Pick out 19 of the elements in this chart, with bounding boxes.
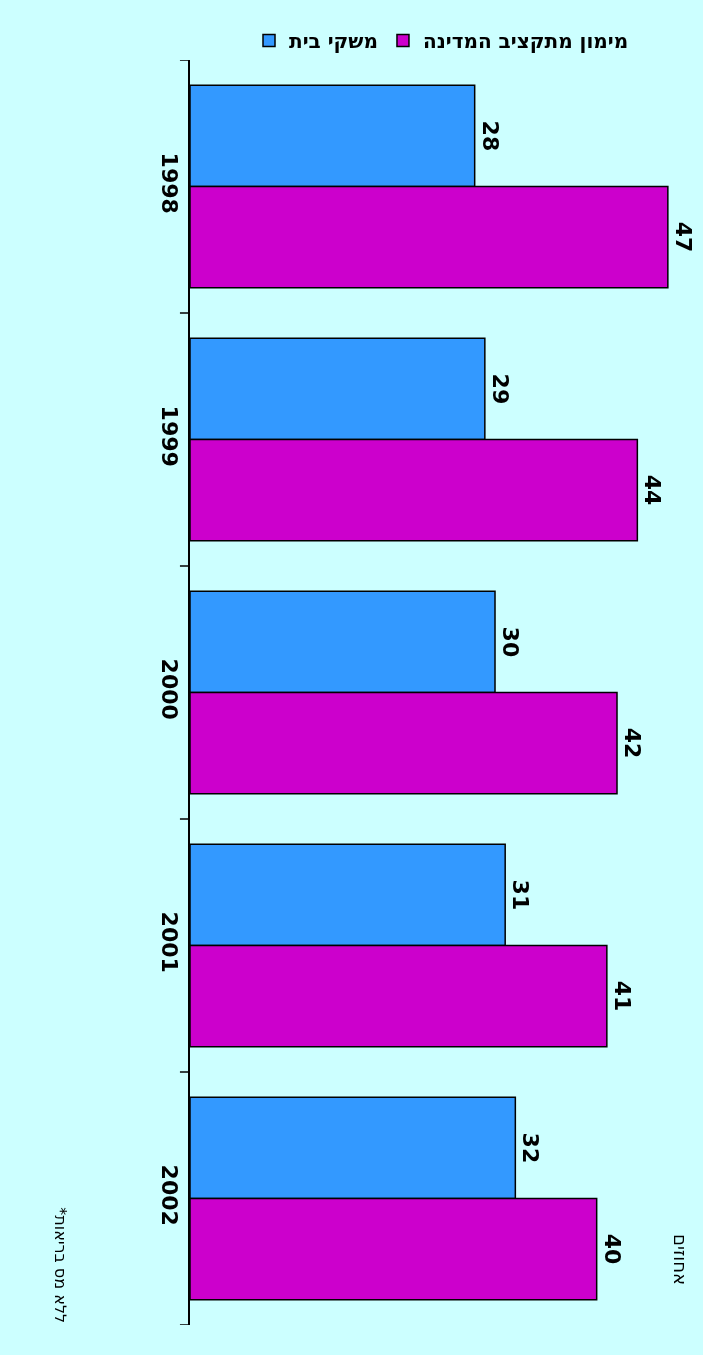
data-label: 29 [487,373,513,405]
data-label: 31 [508,879,534,911]
data-label: 30 [498,626,524,658]
legend-label: משקי בית [289,29,378,54]
data-label: 47 [670,221,696,253]
y-tick-label: 2000 [156,658,182,720]
y-tick-label: 1998 [156,152,182,214]
data-label: 44 [640,474,666,506]
data-label: 42 [620,727,646,759]
y-axis-title: אחוזים [670,1234,692,1285]
y-tick-label: 2002 [156,1164,182,1226]
data-label: 41 [609,980,635,1012]
text: *ללא מס בריאות [50,1207,70,1324]
legend-label: מימון מתקציב המדינה [422,29,629,54]
y-tick-label: 2001 [156,911,182,973]
y-tick-label: 1999 [156,405,182,467]
data-label: 40 [599,1233,625,1265]
data-label: 32 [518,1132,544,1164]
data-label: 28 [477,120,503,152]
